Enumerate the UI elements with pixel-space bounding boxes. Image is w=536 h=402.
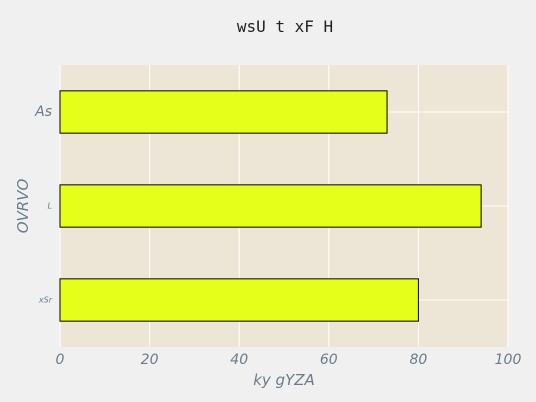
y-tick-label: As (34, 104, 52, 120)
x-tick-label: 40 (230, 352, 248, 368)
bar-As (59, 90, 388, 134)
x-axis-label: ky gYZA (253, 371, 315, 389)
x-tick-label: 0 (56, 352, 65, 368)
bar-L (59, 184, 482, 228)
x-tick-labels: 0 20 40 60 80 100 (56, 352, 522, 368)
y-axis-label: OVRVO (14, 179, 32, 234)
x-tick-label: 60 (320, 352, 338, 368)
bars (59, 90, 482, 322)
x-tick-label: 80 (409, 352, 427, 368)
y-tick-label: L (48, 202, 52, 211)
x-tick-label: 20 (141, 352, 159, 368)
y-tick-label: xSr (38, 296, 53, 305)
bar-xSr (59, 278, 419, 322)
chart-title: wsU t xF H (237, 17, 333, 36)
x-tick-label: 100 (495, 352, 522, 368)
